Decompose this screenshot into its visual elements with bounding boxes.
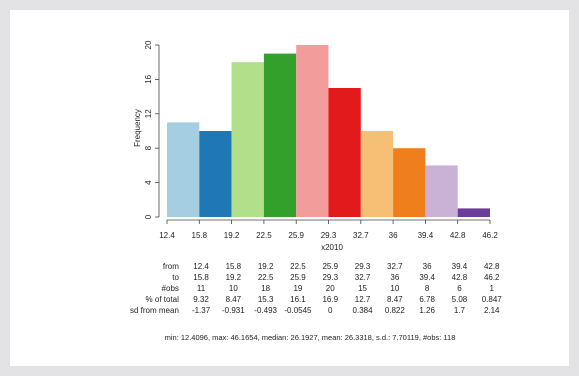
- table-cell: 42.8: [483, 262, 500, 271]
- table-row: % of total 9.32 8.47 15.3 16.1 16.9 12.7 8.47 6.…: [130, 294, 508, 305]
- x-tick-label: 15.8: [192, 231, 208, 240]
- histogram-bar: [231, 62, 264, 218]
- table-cell: 19: [293, 284, 303, 293]
- table-cell: 46.2: [483, 273, 500, 282]
- table-row: #obs 11 10 18 19 20 15 10 8 6 1: [130, 283, 508, 294]
- table-cell: 20: [325, 284, 335, 293]
- table-row: to 15.8 19.2 22.5 25.9 29.3 32.7 36 39.4 42.8 46.2: [130, 272, 508, 283]
- histogram-bar: [167, 122, 200, 217]
- x-tick-label: 12.4: [159, 231, 175, 240]
- histogram-bar: [263, 53, 297, 217]
- histogram-bar: [457, 208, 490, 217]
- table-cell: 16.9: [322, 295, 339, 304]
- histogram-bar: [425, 165, 458, 217]
- bin-stats-table: from 12.4 15.8 19.2 22.5 25.9 29.3 32.7 36 39.4 42…: [130, 261, 508, 316]
- y-tick-label: 4: [144, 180, 153, 185]
- table-cell: -0.0545: [284, 306, 312, 315]
- table-cell: 42.8: [451, 273, 468, 282]
- table-cell: 15.3: [257, 295, 274, 304]
- x-tick-label: 39.4: [418, 231, 434, 240]
- table-cell: 19.2: [257, 262, 274, 271]
- y-tick-label: 0: [144, 214, 153, 219]
- table-cell: 25.9: [322, 262, 339, 271]
- table-cell: 39.4: [419, 273, 435, 282]
- histogram-bar: [360, 131, 394, 217]
- table-cell: 12.7: [354, 295, 371, 304]
- table-cell: 29.3: [354, 262, 371, 271]
- table-cell: 32.7: [354, 273, 371, 282]
- y-tick-label: 12: [144, 109, 153, 118]
- row-label: sd from mean: [130, 306, 179, 315]
- table-cell: -1.37: [191, 306, 211, 315]
- table-cell: 32.7: [387, 262, 403, 271]
- y-tick-label: 8: [144, 145, 153, 150]
- table-cell: 8.47: [225, 295, 242, 304]
- x-tick-label: 46.2: [482, 231, 498, 240]
- table-cell: 0.847: [481, 295, 502, 304]
- table-cell: 19.2: [225, 273, 242, 282]
- table-cell: 25.9: [290, 273, 306, 282]
- table-cell: -0.931: [222, 306, 245, 315]
- x-tick-label: 29.3: [321, 231, 337, 240]
- table-cell: 6: [457, 284, 462, 293]
- table-row: sd from mean -1.37 -0.931 -0.493 -0.0545 0 0.3…: [130, 305, 508, 316]
- x-tick-label: 42.8: [450, 231, 466, 240]
- table-cell: 11: [196, 284, 206, 293]
- x-tick-label: 19.2: [224, 231, 240, 240]
- table-cell: 6.78: [419, 295, 435, 304]
- table-cell: 15: [358, 284, 367, 293]
- table-cell: 15.8: [225, 262, 242, 271]
- y-tick-label: 16: [144, 74, 153, 83]
- row-label: % of total: [145, 295, 179, 304]
- table-cell: 1.7: [453, 306, 465, 315]
- y-tick-label: 20: [144, 40, 153, 49]
- table-cell: 36: [422, 262, 432, 271]
- table-cell: 0.822: [384, 306, 405, 315]
- histogram-bar: [199, 131, 232, 217]
- table-cell: 8: [424, 284, 430, 293]
- table-cell: 10: [390, 284, 400, 293]
- table-cell: 10: [228, 284, 238, 293]
- table-cell: 29.3: [322, 273, 339, 282]
- histogram-bar: [328, 88, 361, 217]
- x-tick-label: 32.7: [353, 231, 369, 240]
- table-cell: 9.32: [193, 295, 209, 304]
- table-cell: 2.14: [483, 306, 500, 315]
- table-cell: 22.5: [290, 262, 306, 271]
- table-cell: 0.384: [352, 306, 373, 315]
- table-cell: 15.8: [193, 273, 209, 282]
- table-cell: 5.08: [451, 295, 468, 304]
- table-cell: 12.4: [193, 262, 209, 271]
- table-cell: 36: [390, 273, 400, 282]
- table-cell: 22.5: [257, 273, 274, 282]
- row-label: to: [172, 273, 179, 282]
- table-row: from 12.4 15.8 19.2 22.5 25.9 29.3 32.7 36 39.4 42…: [130, 261, 508, 272]
- histogram-chart: 12.4 15.8 19.2 22.5 25.9 29.3 32.7 36 39.4 42.8 46…: [133, 40, 498, 252]
- table-cell: -0.493: [254, 306, 277, 315]
- table-cell: 18: [261, 284, 271, 293]
- table-cell: 8.47: [387, 295, 403, 304]
- row-label: #obs: [161, 284, 179, 293]
- x-tick-label: 36: [389, 231, 398, 240]
- x-tick-label: 22.5: [256, 231, 272, 240]
- histogram-bar: [393, 148, 426, 217]
- histogram-bar: [296, 45, 329, 217]
- table-cell: 1.26: [419, 306, 435, 315]
- x-axis-label: x2010: [321, 243, 343, 252]
- y-axis-label: Frequency: [133, 109, 142, 147]
- table-cell: 16.1: [290, 295, 306, 304]
- chart-panel: 12.4 15.8 19.2 22.5 25.9 29.3 32.7 36 39.4 42.8 46…: [10, 10, 569, 366]
- table-cell: 39.4: [451, 262, 468, 271]
- summary-statistics: min: 12.4096, max: 46.1654, median: 26.1…: [164, 333, 456, 342]
- table-cell: 0: [328, 306, 333, 315]
- table-cell: 1: [489, 284, 494, 293]
- x-tick-label: 25.9: [288, 231, 304, 240]
- row-label: from: [162, 262, 179, 271]
